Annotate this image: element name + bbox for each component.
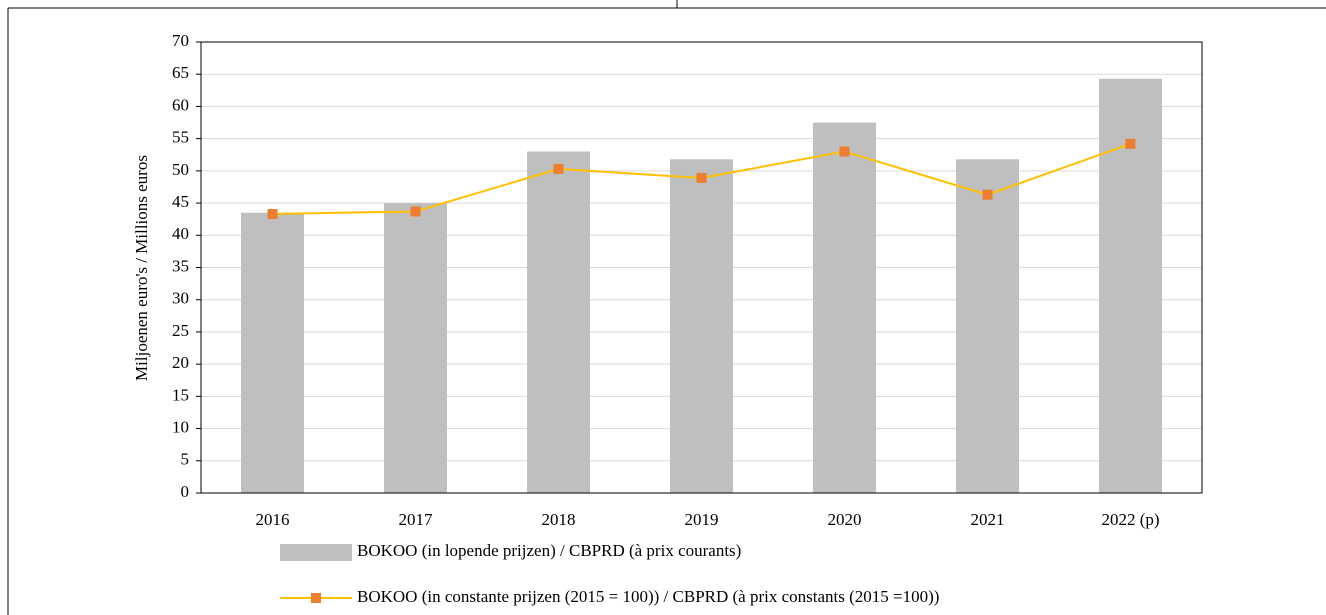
bar [813,122,876,494]
y-tick-label: 65 [172,63,189,82]
marker [696,172,707,183]
y-tick-label: 30 [172,289,189,308]
legend-label: BOKOO (in lopende prijzen) / CBPRD (à pr… [357,541,741,560]
marker [410,206,421,217]
y-tick-label: 25 [172,321,189,340]
y-tick-label: 70 [172,31,189,50]
x-tick-label: 2022 (p) [1101,510,1159,529]
bar [527,151,590,493]
x-tick-label: 2016 [256,510,290,529]
y-tick-label: 20 [172,353,189,372]
y-tick-label: 45 [172,192,189,211]
y-tick-label: 35 [172,256,189,275]
bar [384,203,447,494]
x-tick-label: 2017 [399,510,434,529]
y-axis-label: Miljoenen euro's / Millions euros [132,155,151,381]
legend-marker [311,593,321,603]
marker [1125,138,1136,149]
marker [839,146,850,157]
x-tick-label: 2019 [685,510,719,529]
bar [670,159,733,493]
plot-border [200,41,1203,494]
bar [241,212,304,493]
y-tick-label: 15 [172,385,189,404]
y-tick-label: 40 [172,224,189,243]
marker [267,209,278,220]
bar [956,159,1019,493]
y-tick-label: 5 [181,450,190,469]
x-tick-label: 2021 [971,510,1005,529]
y-tick-label: 10 [172,417,189,436]
x-tick-label: 2018 [542,510,576,529]
legend-swatch [280,544,352,561]
marker [553,163,564,174]
y-tick-label: 50 [172,160,189,179]
y-tick-label: 0 [181,482,190,501]
y-tick-label: 60 [172,95,189,114]
x-tick-label: 2020 [828,510,862,529]
marker [982,189,993,200]
y-tick-label: 55 [172,128,189,147]
legend-label: BOKOO (in constante prijzen (2015 = 100)… [357,587,939,606]
